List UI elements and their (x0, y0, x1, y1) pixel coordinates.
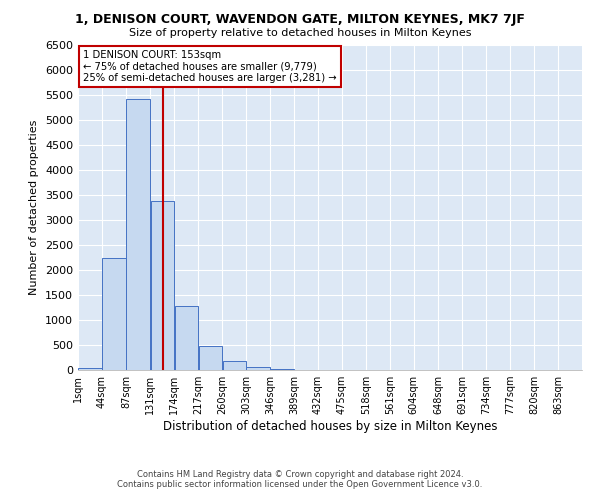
Bar (102, 258, 125, 370)
Text: Size of property relative to detached houses in Milton Keynes: Size of property relative to detached ho… (129, 28, 471, 38)
Bar (78, 368, 101, 370)
Text: 1 DENISON COURT: 153sqm
← 75% of detached houses are smaller (9,779)
25% of semi: 1 DENISON COURT: 153sqm ← 75% of detache… (83, 50, 337, 83)
Bar (223, 361, 246, 370)
Text: 1, DENISON COURT, WAVENDON GATE, MILTON KEYNES, MK7 7JF: 1, DENISON COURT, WAVENDON GATE, MILTON … (75, 12, 525, 26)
Text: Contains HM Land Registry data © Crown copyright and database right 2024.
Contai: Contains HM Land Registry data © Crown c… (118, 470, 482, 489)
Bar (151, 201, 174, 370)
Bar (126, 99, 149, 370)
Bar (247, 366, 270, 370)
Bar (175, 306, 198, 370)
Y-axis label: Number of detached properties: Number of detached properties (29, 120, 40, 295)
X-axis label: Distribution of detached houses by size in Milton Keynes: Distribution of detached houses by size … (163, 420, 497, 433)
Bar (271, 368, 294, 370)
Bar (199, 346, 222, 370)
